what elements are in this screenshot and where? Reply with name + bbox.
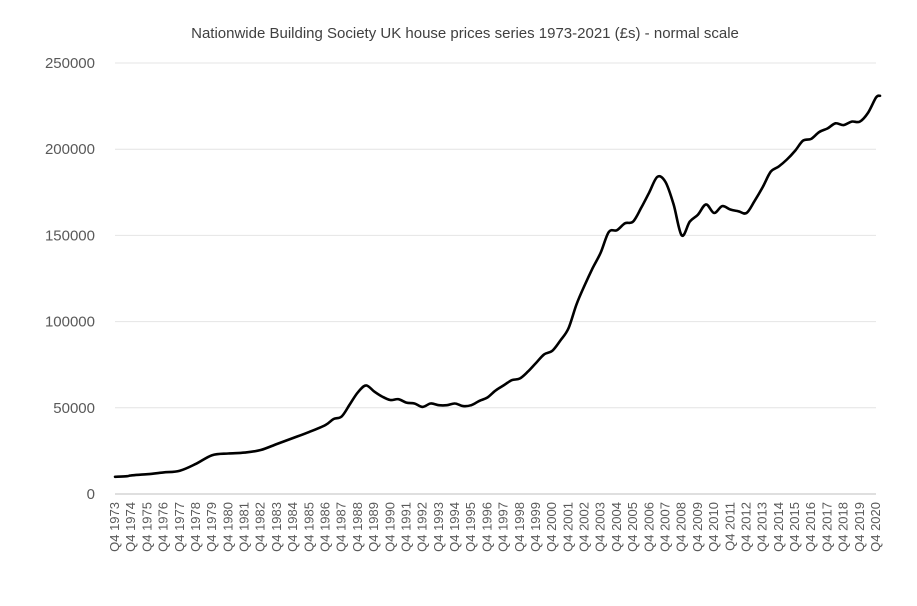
x-tick-label: Q4 2000 xyxy=(544,502,559,552)
x-tick-label: Q4 1998 xyxy=(512,502,527,552)
x-tick-label: Q4 1985 xyxy=(301,502,316,552)
x-tick-label: Q4 1997 xyxy=(496,502,511,552)
x-tick-label: Q4 1987 xyxy=(334,502,349,552)
x-tick-label: Q4 1981 xyxy=(237,502,252,552)
x-tick-label: Q4 2017 xyxy=(819,502,834,552)
y-tick-label-0: 0 xyxy=(87,486,95,503)
x-tick-label: Q4 1976 xyxy=(156,502,171,552)
x-tick-label: Q4 2010 xyxy=(706,502,721,552)
x-tick-label: Q4 1991 xyxy=(398,502,413,552)
x-axis-tick-labels: Q4 1973 Q4 1974 Q4 1975 Q4 1976 Q4 1977 Q4 19… xyxy=(107,502,883,552)
chart-title: Nationwide Building Society UK house pri… xyxy=(191,25,739,42)
x-tick-label: Q4 2006 xyxy=(641,502,656,552)
y-tick-label-150000: 150000 xyxy=(45,227,95,244)
x-tick-label: Q4 2020 xyxy=(868,502,883,552)
y-tick-label-200000: 200000 xyxy=(45,141,95,158)
x-tick-label: Q4 1974 xyxy=(123,502,138,552)
x-tick-label: Q4 2003 xyxy=(593,502,608,552)
x-tick-label: Q4 1989 xyxy=(366,502,381,552)
x-tick-label: Q4 2011 xyxy=(722,502,737,551)
x-tick-label: Q4 1996 xyxy=(479,502,494,552)
x-tick-label: Q4 1979 xyxy=(204,502,219,552)
x-tick-label: Q4 2007 xyxy=(658,502,673,552)
x-tick-label: Q4 2018 xyxy=(836,502,851,552)
x-tick-label: Q4 2009 xyxy=(690,502,705,552)
series-line-house-price xyxy=(113,94,882,479)
y-tick-label-100000: 100000 xyxy=(45,314,95,331)
x-tick-label: Q4 2001 xyxy=(560,502,575,552)
x-tick-label: Q4 1980 xyxy=(220,502,235,552)
x-tick-label: Q4 1975 xyxy=(139,502,154,552)
x-tick-label: Q4 2002 xyxy=(577,502,592,552)
x-tick-label: Q4 1992 xyxy=(415,502,430,552)
x-tick-label: Q4 1994 xyxy=(447,502,462,552)
x-tick-label: Q4 1982 xyxy=(253,502,268,552)
x-tick-label: Q4 2015 xyxy=(787,502,802,552)
x-tick-label: Q4 1993 xyxy=(431,502,446,552)
y-tick-label-50000: 50000 xyxy=(53,400,95,417)
y-axis-tick-labels: 0 50000 100000 150000 200000 250000 xyxy=(45,55,95,503)
x-tick-label: Q4 2013 xyxy=(755,502,770,552)
x-tick-label: Q4 1977 xyxy=(172,502,187,552)
x-tick-label: Q4 1988 xyxy=(350,502,365,552)
x-tick-label: Q4 2019 xyxy=(852,502,867,552)
x-tick-label: Q4 2004 xyxy=(609,502,624,552)
x-tick-label: Q4 2008 xyxy=(674,502,689,552)
x-tick-label: Q4 1973 xyxy=(107,502,122,552)
x-tick-label: Q4 2005 xyxy=(625,502,640,552)
x-tick-label: Q4 1995 xyxy=(463,502,478,552)
y-tick-label-250000: 250000 xyxy=(45,55,95,72)
x-tick-label: Q4 1984 xyxy=(285,502,300,552)
x-tick-label: Q4 1990 xyxy=(382,502,397,552)
x-tick-label: Q4 1999 xyxy=(528,502,543,552)
series-layer xyxy=(113,94,882,479)
x-tick-label: Q4 2014 xyxy=(771,502,786,552)
x-tick-label: Q4 1983 xyxy=(269,502,284,552)
x-tick-label: Q4 2016 xyxy=(803,502,818,552)
x-tick-label: Q4 2012 xyxy=(738,502,753,552)
x-tick-label: Q4 1986 xyxy=(317,502,332,552)
gridlines xyxy=(115,62,876,409)
x-tick-label: Q4 1978 xyxy=(188,502,203,552)
